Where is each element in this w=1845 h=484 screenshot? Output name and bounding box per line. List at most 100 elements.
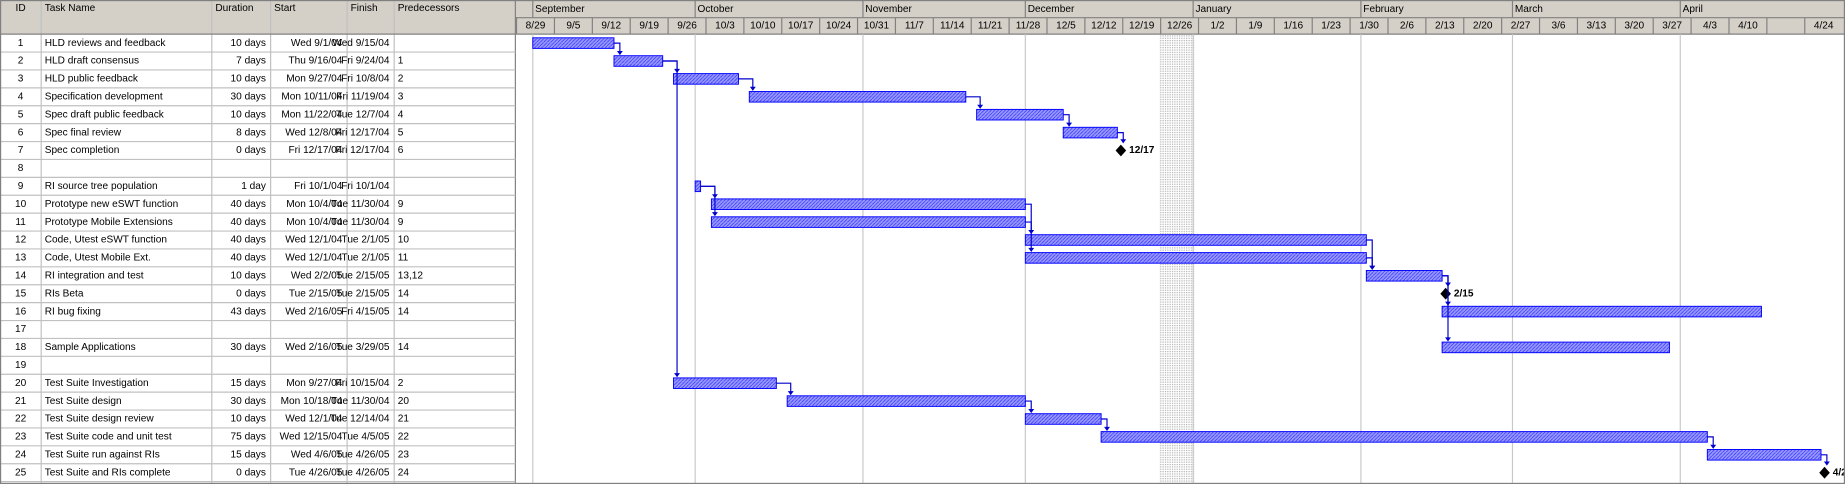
task-bar: [1441, 341, 1670, 354]
cell-finish: Tue 11/30/04: [331, 396, 390, 407]
cell-predecessors: 14: [398, 342, 410, 353]
dependency-arrow: [1710, 444, 1717, 449]
week-label: 12/19: [1129, 21, 1155, 32]
cell-id: 21: [15, 396, 27, 407]
cell-name: Test Suite and RIs complete: [45, 467, 171, 478]
week-label: 9/26: [677, 21, 697, 32]
cell-finish: Wed 9/15/04: [332, 38, 389, 49]
cell-duration: 10 days: [231, 38, 266, 49]
month-label: April: [1683, 4, 1703, 15]
cell-id: 3: [18, 74, 24, 85]
dependency-link: [1707, 436, 1714, 446]
week-label: 12/26: [1167, 21, 1193, 32]
month-label: October: [698, 4, 735, 15]
dependency-arrow: [1066, 122, 1073, 127]
cell-start: Mon 10/4/04: [286, 217, 343, 228]
cell-predecessors: 23: [398, 449, 410, 460]
week-label: 1/30: [1359, 21, 1379, 32]
dependency-arrow: [787, 391, 794, 396]
week-label: 9/19: [639, 21, 659, 32]
task-bar: [613, 55, 664, 67]
cell-id: 23: [15, 432, 27, 443]
cell-finish: Tue 2/1/05: [342, 235, 390, 246]
task-bar: [710, 198, 1026, 210]
cell-duration: 43 days: [231, 306, 266, 317]
week-label: 3/6: [1551, 21, 1565, 32]
dependency-link: [662, 60, 678, 374]
cell-duration: 40 days: [231, 199, 266, 210]
cell-id: 14: [15, 270, 27, 281]
cell-name: Prototype Mobile Extensions: [45, 217, 173, 228]
cell-name: Test Suite design review: [45, 414, 155, 425]
milestone-label: 4/26: [1833, 467, 1845, 478]
cell-id: 24: [15, 449, 27, 460]
cell-start: Wed 2/16/05: [285, 306, 342, 317]
week-label: 12/5: [1056, 21, 1076, 32]
cell-predecessors: 22: [398, 432, 410, 443]
dependency-arrow: [711, 212, 718, 217]
week-label: 10/10: [750, 21, 776, 32]
cell-finish: Tue 2/15/05: [336, 270, 390, 281]
cell-finish: Fri 10/1/04: [341, 181, 390, 192]
cell-duration: 7 days: [236, 56, 266, 67]
cell-duration: 0 days: [236, 145, 266, 156]
cell-start: Wed 12/15/04: [280, 432, 343, 443]
cell-predecessors: 10: [398, 235, 410, 246]
cell-name: Test Suite run against RIs: [45, 449, 160, 460]
dependency-link: [613, 42, 621, 52]
cell-name: Specification development: [45, 91, 163, 102]
cell-duration: 40 days: [231, 235, 266, 246]
cell-predecessors: 14: [398, 288, 410, 299]
cell-name: HLD public feedback: [45, 74, 139, 85]
cell-start: Wed 2/16/05: [285, 342, 342, 353]
cell-id: 25: [15, 467, 27, 478]
column-header: Finish: [351, 3, 378, 14]
cell-predecessors: 21: [398, 414, 410, 425]
column-header: Start: [274, 3, 296, 14]
cell-finish: Fri 12/17/04: [336, 127, 390, 138]
dependency-arrow: [977, 104, 984, 109]
cell-duration: 10 days: [231, 414, 266, 425]
cell-predecessors: 3: [398, 91, 404, 102]
cell-id: 22: [15, 414, 27, 425]
dependency-link: [1366, 239, 1373, 267]
cell-name: RI bug fixing: [45, 306, 101, 317]
cell-duration: 30 days: [231, 396, 266, 407]
month-label: February: [1363, 4, 1404, 15]
milestone: [1115, 144, 1127, 157]
cell-predecessors: 6: [398, 145, 404, 156]
cell-start: Mon 9/27/04: [286, 74, 343, 85]
task-bar: [976, 108, 1064, 121]
cell-duration: 10 days: [231, 270, 266, 281]
cell-start: Wed 4/6/05: [291, 449, 343, 460]
cell-id: 20: [15, 378, 27, 389]
column-header: Task Name: [45, 3, 96, 14]
cell-duration: 10 days: [231, 74, 266, 85]
dependency-link: [1820, 454, 1828, 463]
cell-duration: 8 days: [236, 127, 266, 138]
cell-start: Fri 10/1/04: [294, 181, 343, 192]
cell-finish: Fri 11/19/04: [336, 91, 390, 102]
task-bar: [710, 216, 1026, 228]
cell-id: 8: [18, 163, 24, 174]
dependency-arrow: [674, 373, 680, 378]
dependency-link: [1025, 221, 1032, 249]
week-label: 9/5: [566, 21, 580, 32]
cell-finish: Fri 12/17/04: [336, 145, 390, 156]
dependency-arrow: [1369, 265, 1376, 270]
dependency-arrow: [1028, 247, 1035, 253]
dependency-link: [738, 78, 754, 88]
cell-finish: Tue 2/1/05: [342, 253, 390, 264]
cell-start: Mon 10/18/04: [281, 396, 343, 407]
task-bar: [1100, 431, 1708, 443]
cell-finish: Tue 11/30/04: [331, 199, 390, 210]
task-bar: [673, 73, 739, 85]
task-bar: [1024, 252, 1367, 264]
cell-predecessors: 4: [398, 109, 404, 120]
cell-name: RI integration and test: [45, 270, 144, 281]
cell-duration: 15 days: [231, 449, 266, 460]
cell-finish: Tue 4/5/05: [342, 432, 390, 443]
cell-id: 17: [15, 324, 27, 335]
cell-predecessors: 2: [398, 378, 404, 389]
